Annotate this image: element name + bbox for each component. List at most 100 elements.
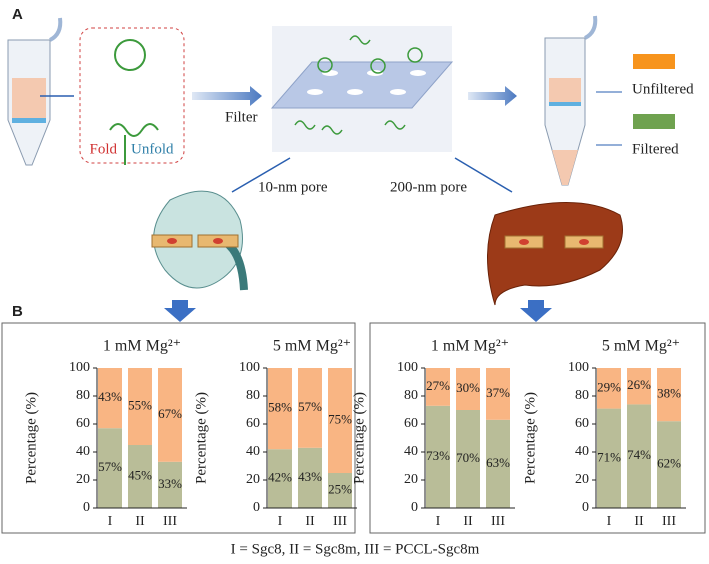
value-label: 75%: [328, 411, 352, 426]
bar-segment: [657, 368, 681, 422]
aptamers: [294, 35, 423, 135]
arrow: [520, 300, 552, 322]
x-tick-label: III: [333, 514, 347, 529]
value-label: 27%: [426, 378, 450, 393]
chart-title: 1 mM Mg²⁺: [431, 338, 509, 355]
fold-label: Fold: [89, 141, 117, 157]
bar-segment: [597, 368, 621, 409]
bar-segment: [486, 419, 510, 508]
kidney: [151, 190, 248, 291]
x-tick-label: I: [108, 514, 113, 529]
filter-label: Filter: [225, 109, 258, 125]
value-label: 55%: [128, 397, 152, 412]
value-label: 43%: [98, 389, 122, 404]
chart-frame: [1, 322, 356, 534]
chart-frame: [369, 322, 706, 534]
x-tick-label: II: [634, 514, 644, 529]
y-tick-label: 60: [404, 416, 418, 431]
legend-label: Filtered: [632, 141, 679, 157]
value-label: 57%: [298, 399, 322, 414]
bar-segment: [456, 410, 480, 508]
value-label: 57%: [98, 459, 122, 474]
y-axis-label: Percentage (%): [193, 392, 209, 484]
y-tick-label: 0: [411, 500, 418, 515]
tube-left: [7, 17, 63, 166]
liver: [487, 202, 623, 306]
bar-segment: [298, 368, 322, 448]
bar-segment: [486, 368, 510, 420]
value-label: 67%: [158, 406, 182, 421]
bar-segment: [328, 368, 352, 473]
y-tick-label: 60: [575, 416, 589, 431]
legend-swatch: [633, 114, 675, 129]
value-label: 58%: [268, 400, 292, 415]
tube-right: [544, 15, 598, 186]
value-label: 62%: [657, 456, 681, 471]
y-tick-label: 0: [83, 500, 90, 515]
x-tick-label: I: [607, 514, 612, 529]
filter-membrane: [270, 61, 454, 109]
folded-aptamer: [114, 39, 146, 71]
x-tick-label: II: [135, 514, 145, 529]
value-label: 70%: [456, 450, 480, 465]
panel-label: B: [12, 303, 23, 320]
y-axis-label: Percentage (%): [351, 392, 367, 484]
bar-segment: [268, 368, 292, 450]
y-tick-label: 20: [404, 472, 418, 487]
bar-segment: [268, 449, 292, 508]
y-tick-label: 60: [246, 416, 260, 431]
bar-segment: [158, 368, 182, 462]
y-tick-label: 40: [575, 444, 589, 459]
value-label: 73%: [426, 448, 450, 463]
y-tick-label: 60: [76, 416, 90, 431]
panel-label: A: [12, 6, 23, 23]
y-tick-label: 40: [404, 444, 418, 459]
y-axis-label: Percentage (%): [522, 392, 538, 484]
chart-title: 1 mM Mg²⁺: [103, 338, 181, 355]
value-label: 30%: [456, 380, 480, 395]
arrow: [164, 300, 196, 322]
value-label: 29%: [597, 379, 621, 394]
pore-label: 10-nm pore: [258, 179, 328, 195]
x-tick-label: III: [163, 514, 177, 529]
arrow: [192, 86, 262, 106]
value-label: 33%: [158, 476, 182, 491]
x-tick-label: III: [662, 514, 676, 529]
bar-segment: [128, 445, 152, 508]
bar-segment: [456, 368, 480, 410]
value-label: 71%: [597, 449, 621, 464]
unfold-label: Unfold: [131, 141, 174, 157]
bar-segment: [328, 473, 352, 508]
x-tick-label: I: [436, 514, 441, 529]
x-tick-label: II: [305, 514, 315, 529]
y-tick-label: 20: [575, 472, 589, 487]
x-tick-label: II: [463, 514, 473, 529]
bar-segment: [128, 368, 152, 445]
bar-segment: [98, 368, 122, 429]
bar-segment: [98, 428, 122, 508]
y-axis-label: Percentage (%): [23, 392, 39, 484]
value-label: 37%: [486, 385, 510, 400]
value-label: 74%: [627, 447, 651, 462]
y-tick-label: 80: [246, 388, 260, 403]
value-label: 25%: [328, 481, 352, 496]
bar-segment: [657, 421, 681, 508]
x-tick-label: III: [491, 514, 505, 529]
bar-segment: [158, 461, 182, 508]
y-tick-label: 80: [76, 388, 90, 403]
x-tick-label: I: [278, 514, 283, 529]
value-label: 45%: [128, 467, 152, 482]
value-label: 42%: [268, 470, 292, 485]
value-label: 63%: [486, 455, 510, 470]
y-tick-label: 20: [76, 472, 90, 487]
chart-title: 5 mM Mg²⁺: [602, 338, 680, 355]
value-label: 38%: [657, 386, 681, 401]
value-label: 26%: [627, 377, 651, 392]
bar-segment: [627, 404, 651, 508]
value-label: 43%: [298, 469, 322, 484]
bar-segment: [627, 368, 651, 405]
bar-segment: [597, 408, 621, 508]
arrow: [454, 157, 513, 193]
bar-segment: [426, 405, 450, 508]
